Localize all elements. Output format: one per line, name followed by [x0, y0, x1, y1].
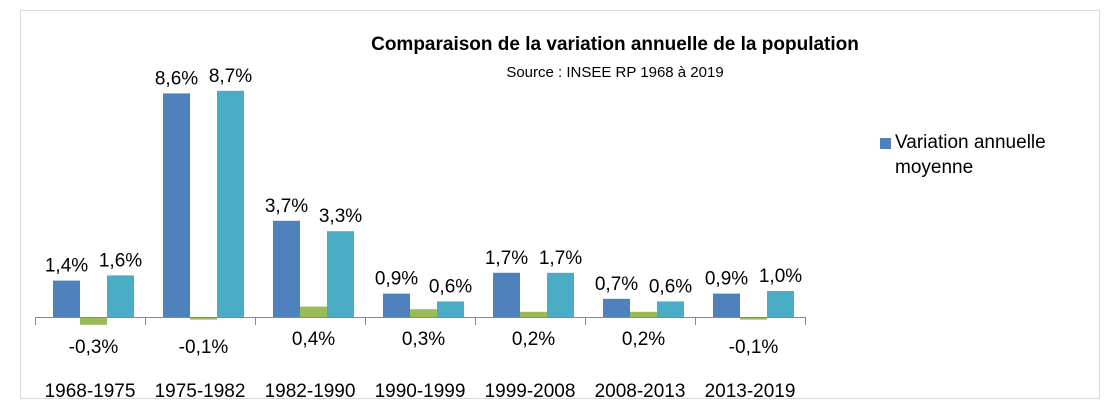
legend-item: Variation annuelle moyenne — [880, 130, 1095, 180]
data-label: 8,6% — [155, 68, 198, 89]
bar — [437, 301, 464, 317]
bar — [410, 309, 437, 317]
legend: Variation annuelle moyenne — [880, 130, 1095, 180]
bar — [493, 272, 520, 317]
bar — [217, 90, 244, 317]
data-label: 0,6% — [429, 276, 472, 297]
x-tick-label: 1982-1990 — [265, 381, 356, 402]
chart-frame — [20, 10, 1100, 399]
bar — [383, 293, 410, 317]
x-tick-label: 1999-2008 — [485, 381, 576, 402]
bar — [547, 272, 574, 317]
data-label: 0,9% — [375, 269, 418, 290]
data-label: 0,6% — [649, 276, 692, 297]
x-tick-label: 1990-1999 — [375, 381, 466, 402]
data-label: 1,7% — [485, 248, 528, 269]
bar — [300, 306, 327, 317]
bar — [53, 280, 80, 317]
data-label: -0,1% — [179, 337, 229, 358]
data-label: 3,3% — [319, 206, 362, 227]
data-label: 1,6% — [99, 250, 142, 271]
data-label: -0,3% — [69, 337, 119, 358]
data-label: 3,7% — [265, 196, 308, 217]
bar — [713, 293, 740, 317]
x-tick-label: 1968-1975 — [45, 381, 136, 402]
data-label: 0,2% — [512, 329, 555, 350]
data-label: 0,7% — [595, 274, 638, 295]
bar — [630, 311, 657, 317]
bar — [190, 317, 217, 320]
x-tick-label: 2008-2013 — [595, 381, 686, 402]
bar — [603, 298, 630, 317]
data-label: -0,1% — [729, 337, 779, 358]
x-tick-label: 1975-1982 — [155, 381, 246, 402]
data-label: 1,7% — [539, 248, 582, 269]
bar — [520, 311, 547, 317]
data-label: 0,9% — [705, 269, 748, 290]
data-label: 0,3% — [402, 329, 445, 350]
x-tick-label: 2013-2019 — [705, 381, 796, 402]
legend-swatch — [880, 138, 891, 149]
chart-subtitle: Source : INSEE RP 1968 à 2019 — [506, 64, 723, 81]
bar — [80, 317, 107, 325]
data-label: 1,4% — [45, 256, 88, 277]
bar — [327, 231, 354, 317]
data-label: 1,0% — [759, 266, 802, 287]
bar — [273, 220, 300, 317]
data-label: 0,4% — [292, 329, 335, 350]
data-label: 0,2% — [622, 329, 665, 350]
bar — [740, 317, 767, 320]
bar — [107, 275, 134, 317]
bar — [163, 93, 190, 318]
data-label: 8,7% — [209, 66, 252, 87]
chart-title: Comparaison de la variation annuelle de … — [371, 34, 859, 55]
bar — [767, 291, 794, 317]
bar — [657, 301, 684, 317]
legend-label: Variation annuelle moyenne — [895, 132, 1046, 178]
